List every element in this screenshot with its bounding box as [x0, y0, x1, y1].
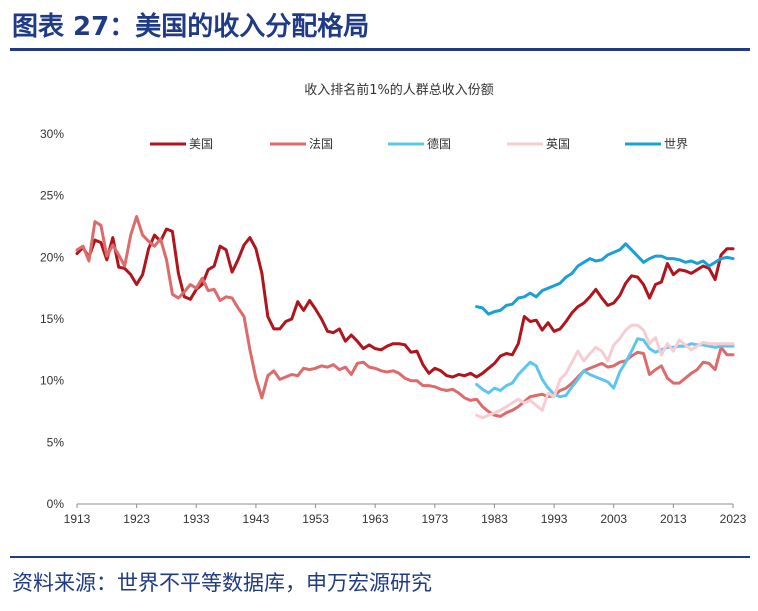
series-line-法国	[75, 215, 735, 418]
x-tick-label: 1983	[481, 512, 508, 526]
x-tick-label: 2013	[660, 512, 687, 526]
x-tick-label: 1993	[541, 512, 568, 526]
y-tick-label: 30%	[40, 127, 64, 141]
y-tick-label: 25%	[40, 189, 64, 203]
footer-divider	[10, 556, 750, 558]
chart-title: 收入排名前1%的人群总收入份额	[304, 82, 494, 98]
y-tick-label: 15%	[40, 312, 64, 326]
x-tick-label: 2023	[720, 512, 747, 526]
x-tick-label: 1923	[123, 512, 150, 526]
series-line-德国	[475, 337, 735, 399]
chart-series	[75, 215, 735, 420]
line-chart: 收入排名前1%的人群总收入份额 0% 5% 10% 15% 20% 25% 30% 1913 1…	[40, 82, 747, 526]
title-divider	[10, 48, 750, 51]
series-line-美国	[75, 227, 735, 379]
x-tick-label: 1963	[362, 512, 389, 526]
chart-axes: 0% 5% 10% 15% 20% 25% 30% 1913 1923 1933 1943 1953 1…	[40, 127, 747, 526]
series-line-世界	[475, 242, 735, 316]
x-tick-label: 1973	[421, 512, 448, 526]
x-tick-label: 2003	[600, 512, 627, 526]
x-tick-label: 1943	[243, 512, 270, 526]
series-line-英国	[475, 323, 735, 420]
source-note: 资料来源：世界不平等数据库，申万宏源研究	[12, 571, 432, 595]
x-tick-label: 1953	[302, 512, 329, 526]
figure-title: 图表 27：美国的收入分配格局	[12, 12, 370, 42]
legend-label: 世界	[664, 137, 688, 151]
y-tick-label: 10%	[40, 374, 64, 388]
y-tick-label: 5%	[47, 435, 65, 449]
legend-label: 法国	[309, 137, 333, 151]
y-tick-label: 0%	[47, 497, 65, 511]
x-tick-label: 1913	[64, 512, 91, 526]
legend-label: 英国	[546, 137, 570, 151]
chart-legend: 美国 法国 德国 英国 世界	[150, 136, 688, 151]
legend-label: 德国	[427, 136, 451, 151]
y-tick-label: 20%	[40, 250, 64, 264]
legend-label: 美国	[189, 137, 213, 151]
x-tick-label: 1933	[183, 512, 210, 526]
